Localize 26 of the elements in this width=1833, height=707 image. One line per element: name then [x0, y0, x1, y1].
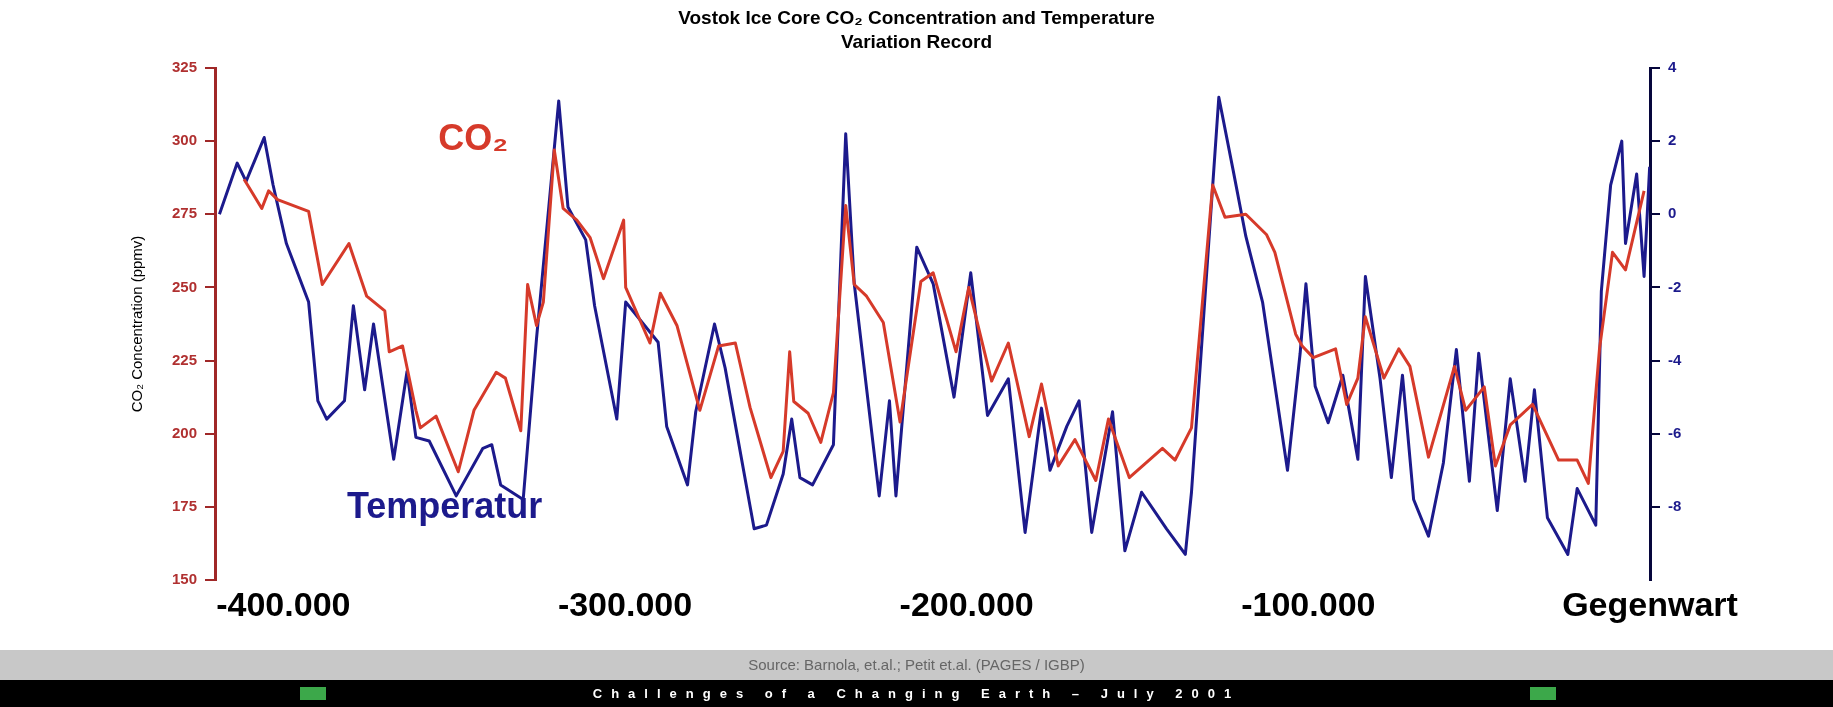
x-tick-label: -400.000	[216, 584, 351, 623]
y2-tick-label: -4	[1668, 350, 1682, 368]
y2-tick-label: 2	[1668, 131, 1677, 149]
x-tick-label: -100.000	[1241, 584, 1376, 623]
y-tick-label: 200	[171, 423, 197, 441]
y2-tick-label: -2	[1668, 277, 1682, 295]
y-tick-label: 325	[171, 58, 197, 76]
y-axis-title: CO₂ Concentration (ppmv)	[128, 235, 146, 413]
y-tick-label: 275	[171, 204, 197, 222]
y2-tick-label: 0	[1668, 204, 1677, 222]
source-note: Source: Barnola, et.al.; Petit et.al. (PAGES / IGBP)	[0, 650, 1833, 680]
y2-tick-label: -8	[1668, 497, 1682, 514]
y-tick-label: 250	[171, 277, 197, 295]
y-tick-label: 225	[171, 350, 197, 368]
series-label: CO₂	[438, 116, 509, 158]
x-tick-label: -200.000	[899, 584, 1034, 623]
x-tick-label: Gegenwart	[1562, 584, 1738, 623]
y-tick-label: 300	[171, 131, 197, 149]
series-label: Temperatur	[346, 485, 543, 527]
y-tick-label: 150	[171, 570, 197, 588]
y-tick-label: 175	[171, 497, 197, 514]
text: Challenges of a Changing Earth – July 2001	[0, 680, 1833, 707]
y2-tick-label: -6	[1668, 423, 1682, 441]
x-tick-label: -300.000	[557, 584, 693, 623]
y2-tick-label: 4	[1668, 58, 1677, 76]
chart-title: Vostok Ice Core CO₂ Concentration and Temperature Variation Record	[677, 6, 1156, 54]
